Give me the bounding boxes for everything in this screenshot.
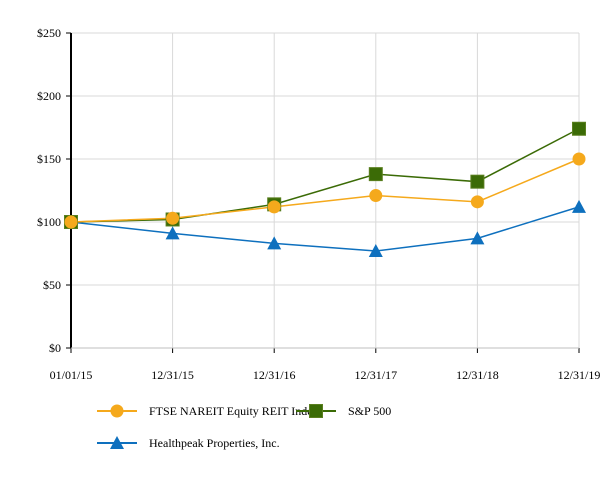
legend-marker-circle-icon [110, 404, 124, 418]
y-tick-label: $100 [37, 215, 61, 229]
gridlines [71, 32, 580, 348]
legend-marker-triangle-icon [110, 436, 124, 449]
y-tick-label: $150 [37, 152, 61, 166]
data-point [368, 243, 383, 257]
x-tick-label: 12/31/15 [151, 368, 194, 382]
legend-marker-square-icon [309, 404, 323, 418]
x-tick-label: 12/31/17 [354, 368, 397, 382]
x-tick-label: 12/31/18 [456, 368, 499, 382]
data-point [572, 121, 586, 136]
data-point [572, 152, 586, 166]
y-tick-label: $250 [37, 26, 61, 40]
data-point [572, 199, 586, 213]
x-tick-label: 12/31/19 [558, 368, 601, 382]
data-point [470, 174, 485, 189]
data-point [166, 211, 180, 225]
data-point [470, 195, 484, 209]
data-point [64, 215, 78, 229]
series-group [64, 121, 586, 257]
data-point [369, 189, 383, 203]
series-line [70, 128, 580, 223]
x-tick-label: 01/01/15 [50, 368, 93, 382]
series-line [70, 158, 580, 223]
data-point [165, 226, 180, 240]
y-tick-label: $50 [43, 278, 61, 292]
legend-item: S&P 500 [296, 404, 391, 418]
legend-label: FTSE NAREIT Equity REIT Index [149, 404, 319, 418]
data-point [267, 236, 282, 250]
legend-item: Healthpeak Properties, Inc. [97, 436, 280, 450]
legend: FTSE NAREIT Equity REIT Index S&P 500 Heal… [97, 404, 391, 450]
axes: $0 $50 $100 $150 $200 $250 01/01/15 12/31/15 12/… [37, 26, 600, 382]
series-line [70, 206, 580, 252]
y-tick-label: $200 [37, 89, 61, 103]
y-tick-label: $0 [49, 341, 61, 355]
legend-label: Healthpeak Properties, Inc. [149, 436, 280, 450]
legend-label: S&P 500 [348, 404, 391, 418]
data-point [267, 200, 281, 214]
legend-item: FTSE NAREIT Equity REIT Index [97, 404, 319, 418]
x-tick-label: 12/31/16 [253, 368, 296, 382]
data-point [368, 167, 383, 182]
data-point [470, 231, 485, 245]
